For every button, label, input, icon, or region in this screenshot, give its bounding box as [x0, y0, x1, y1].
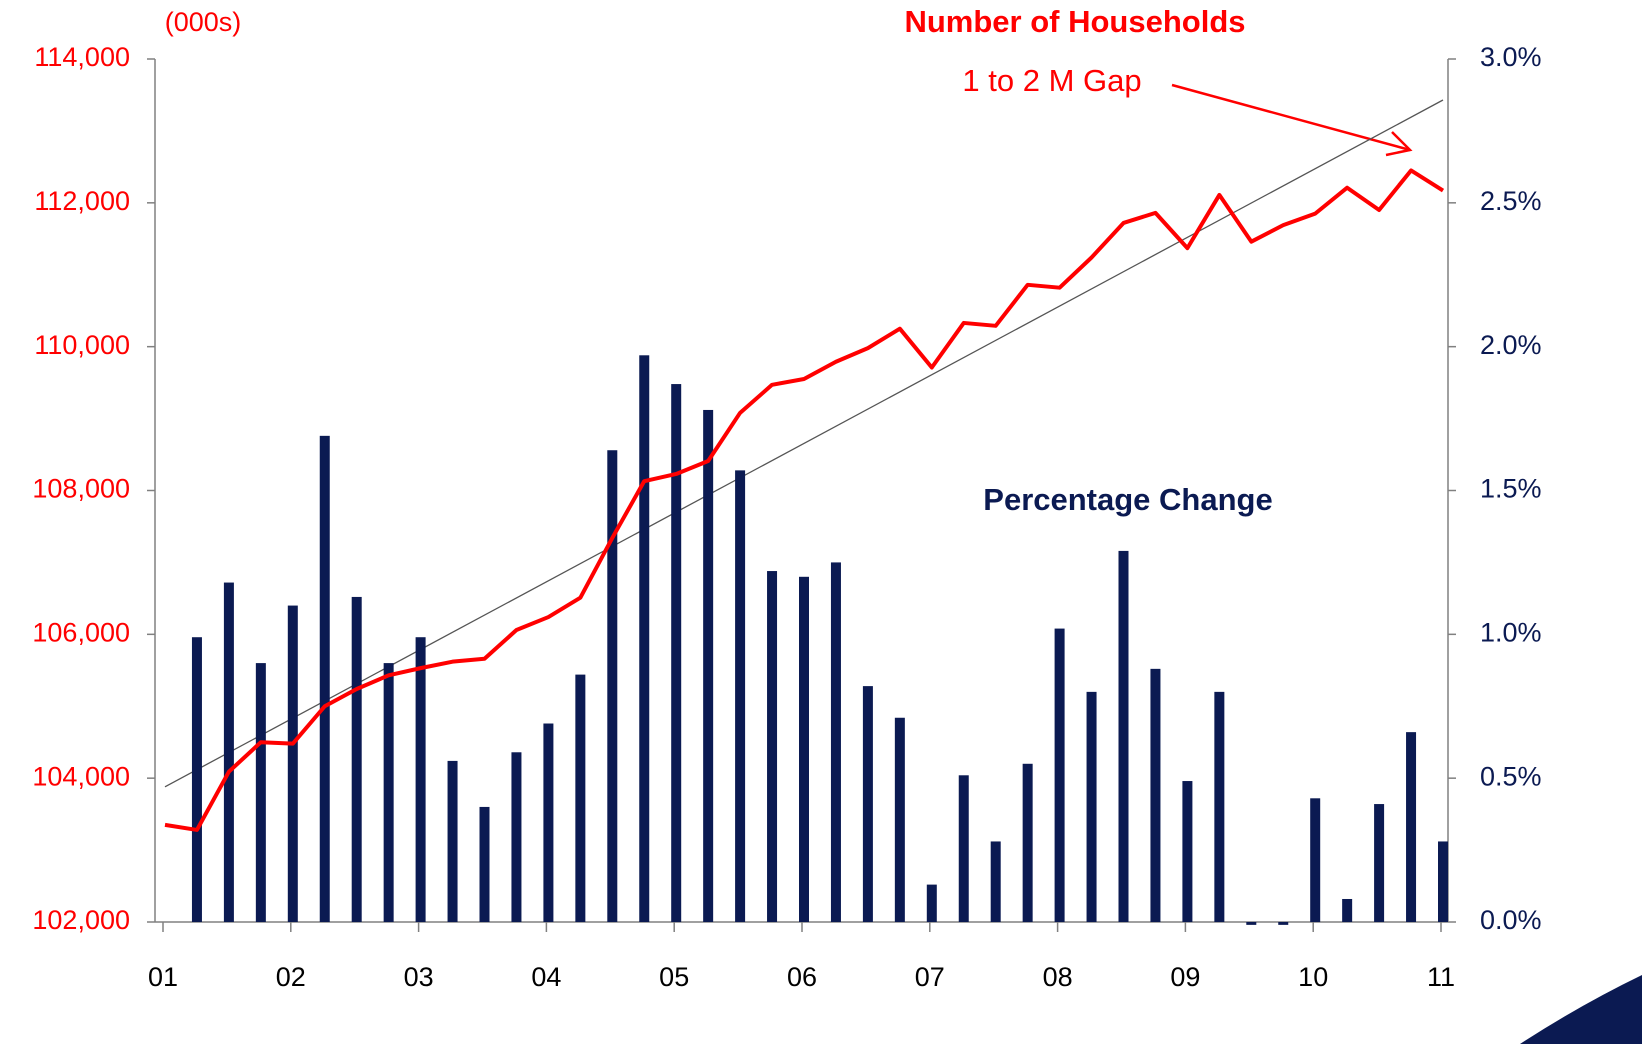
x-tick-label: 09 [1170, 962, 1200, 992]
x-tick-label: 04 [531, 962, 561, 992]
bar [799, 576, 809, 922]
x-tick-label: 08 [1043, 962, 1073, 992]
x-tick-label: 01 [148, 962, 178, 992]
y2-tick-label: 2.5% [1480, 186, 1542, 216]
y-tick-label: 106,000 [32, 617, 130, 647]
bar [830, 562, 841, 922]
bar [543, 723, 554, 922]
bar [958, 775, 969, 922]
bar [639, 355, 650, 923]
line [164, 168, 1445, 832]
bar [223, 582, 234, 922]
bar [1118, 550, 1129, 922]
bar [415, 637, 426, 922]
bar [1086, 691, 1097, 922]
bar [1342, 898, 1353, 922]
gap-annotation: 1 to 2 M Gap [962, 63, 1141, 98]
x-tick-label: 06 [787, 962, 817, 992]
bar [671, 384, 682, 922]
bar [319, 435, 330, 922]
bar [287, 605, 298, 922]
bar [479, 806, 490, 922]
y-tick-label: 102,000 [32, 905, 130, 935]
y-tick-label: 110,000 [34, 330, 130, 360]
bar [1374, 804, 1385, 922]
bar [1278, 922, 1289, 925]
bar [703, 409, 714, 922]
y-tick-label: 108,000 [32, 474, 130, 504]
x-tick-label: 11 [1427, 962, 1455, 992]
bar [1022, 763, 1033, 922]
bar [926, 884, 937, 922]
x-tick-label: 07 [915, 962, 945, 992]
bar [735, 470, 746, 922]
bar [1182, 781, 1193, 922]
bar [447, 760, 458, 922]
y-tick-label: 112,000 [34, 186, 130, 216]
unit-label: (000s) [165, 7, 242, 37]
bar-label: Percentage Change [983, 482, 1272, 517]
y2-tick-label: 1.0% [1480, 617, 1542, 647]
line-label: Number of Households [904, 4, 1245, 39]
bar [990, 841, 1001, 922]
x-tick-label: 05 [659, 962, 689, 992]
x-tick-label: 02 [276, 962, 306, 992]
y2-tick-label: 1.5% [1480, 474, 1542, 504]
bar [1054, 628, 1065, 922]
bar [1310, 798, 1321, 922]
bar [894, 717, 905, 922]
bar [511, 752, 522, 922]
bar [1406, 732, 1417, 922]
bar [862, 686, 873, 922]
bar [1150, 668, 1161, 922]
bar [1214, 691, 1225, 922]
y-tick-label: 114,000 [34, 42, 130, 72]
y2-tick-label: 3.0% [1480, 42, 1542, 72]
bar [1246, 922, 1257, 925]
y-tick-label: 104,000 [32, 761, 130, 791]
trend-line [164, 99, 1444, 788]
bar [383, 663, 394, 922]
bar [191, 637, 202, 922]
bar [607, 450, 618, 922]
decoration [1520, 975, 1642, 1044]
x-tick-label: 03 [404, 962, 434, 992]
bar [255, 663, 266, 922]
bar [351, 596, 362, 922]
gap-arrow [1171, 83, 1413, 157]
bar [575, 674, 586, 922]
bar [767, 571, 778, 922]
y2-tick-label: 2.0% [1480, 330, 1542, 360]
bar [1438, 841, 1448, 922]
y2-tick-label: 0.0% [1480, 905, 1542, 935]
y2-tick-label: 0.5% [1480, 761, 1542, 791]
x-tick-label: 10 [1298, 962, 1328, 992]
